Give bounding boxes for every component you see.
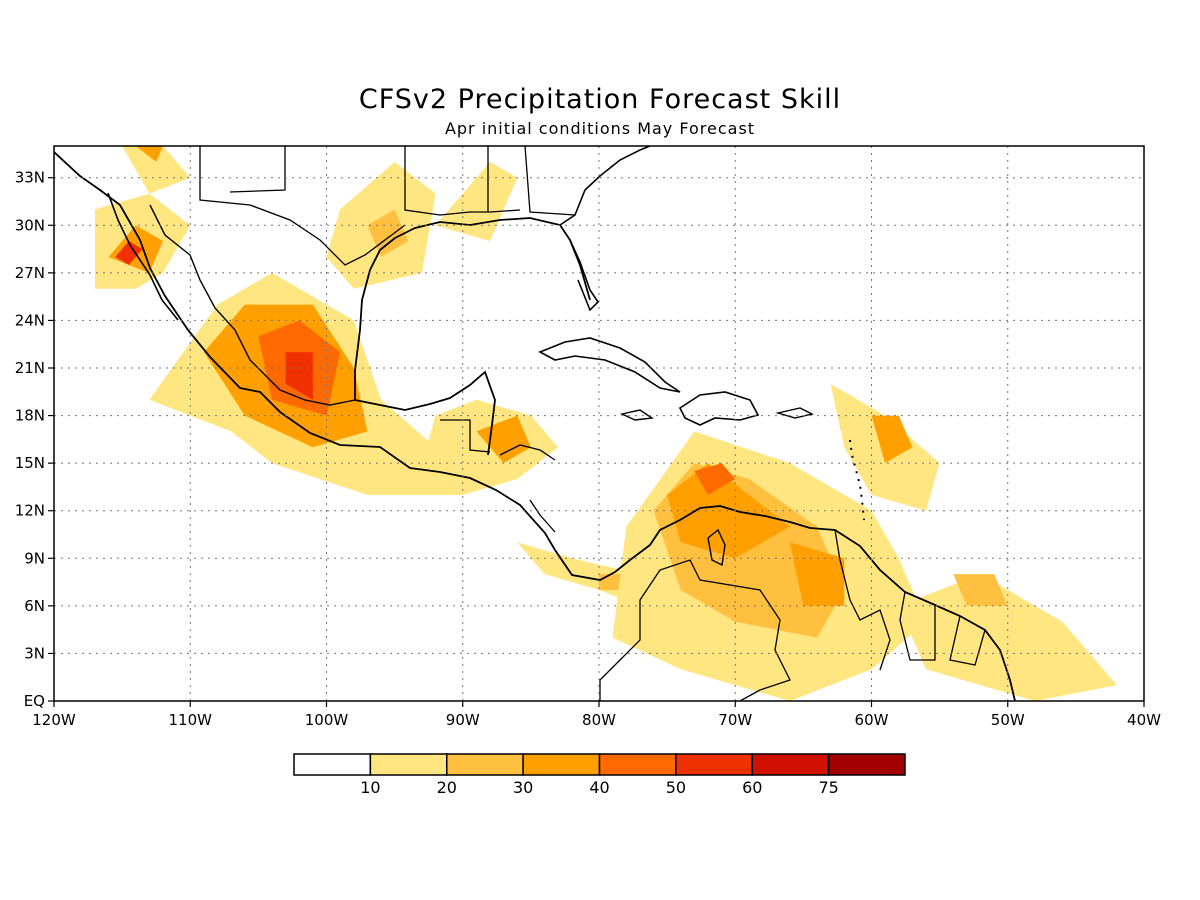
lat-tick-label: 27N [15,264,45,282]
latitude-axis: EQ 3N 6N 9N 12N 15N 18N 21N 24N 27N 30N 33N [15,169,54,710]
colorbar-swatch [446,753,524,776]
skill-area-southwest-us-1 [135,146,163,162]
lat-tick-label: 12N [15,502,45,520]
skill-area-gulf-coast-0 [435,161,518,242]
colorbar-swatch [751,753,830,776]
chart-subtitle: Apr initial conditions May Forecast [444,119,756,138]
skill-field [94,146,1117,701]
lat-tick-label: 18N [15,407,45,425]
lat-tick-label: 33N [15,169,45,187]
lat-tick-label: EQ [24,692,45,710]
coastlines [54,146,1016,701]
colorbar-swatch [598,753,677,776]
colorbar-label: 75 [818,778,838,797]
lat-tick-label: 15N [15,454,45,472]
lon-tick-label: 50W [991,711,1025,729]
skill-area-caribbean-venezuela-2 [667,463,790,559]
skill-area-baja-gulf-2 [115,241,143,265]
longitude-axis: 120W 110W 100W 90W 80W 70W 60W 50W 40W [32,701,1161,729]
chart-title: CFSv2 Precipitation Forecast Skill [358,84,842,115]
colorbar-swatch [675,753,753,776]
graticule [54,146,1144,701]
colorbar-label: 40 [589,778,609,797]
colorbar-label: 20 [437,778,457,797]
skill-area-central-america-0 [421,399,559,495]
colorbar-swatch [369,753,448,776]
colorbar-label: 30 [513,778,533,797]
lat-tick-label: 30N [15,216,45,234]
skill-area-western-mexico-3 [285,352,313,400]
lon-tick-label: 70W [718,711,752,729]
skill-area-caribbean-venezuela-3 [694,463,736,495]
lat-tick-label: 3N [24,644,45,662]
lon-tick-label: 60W [855,711,889,729]
colorbar-swatch [827,753,906,776]
skill-area-guiana-amazon-1 [953,574,1008,606]
colorbar-label: 10 [360,778,380,797]
lon-tick-label: 80W [582,711,616,729]
lat-tick-label: 9N [24,549,45,567]
lon-tick-label: 110W [169,711,213,729]
colorbar-label: 50 [666,778,686,797]
skill-area-central-america-1 [476,415,531,464]
skill-area-panama-costa-rica-0 [517,542,640,606]
colorbar: 10 20 30 40 50 60 75 [293,753,906,797]
lon-tick-label: 100W [305,711,349,729]
lon-tick-label: 40W [1127,711,1161,729]
colorbar-label: 60 [742,778,762,797]
lat-tick-label: 21N [15,359,45,377]
skill-area-lesser-antilles-1 [871,415,913,464]
lon-tick-label: 120W [32,711,76,729]
skill-area-southwest-us-0 [122,146,191,194]
lon-tick-label: 90W [446,711,480,729]
colorbar-swatch [293,753,372,776]
lat-tick-label: 6N [24,597,45,615]
lat-tick-label: 24N [15,311,45,329]
colorbar-swatch [522,753,601,776]
